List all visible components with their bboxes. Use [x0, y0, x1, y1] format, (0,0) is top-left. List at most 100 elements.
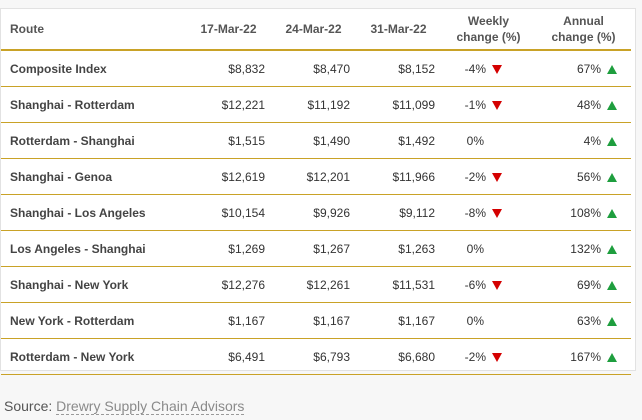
- date-2-value: $1,490: [313, 133, 350, 148]
- date-2-cell: $11,192: [271, 86, 356, 123]
- date-3-value: $11,966: [392, 169, 436, 184]
- route-value: Composite Index: [10, 61, 107, 76]
- down-triangle-icon: [492, 208, 502, 218]
- date-2-cell: $6,793: [271, 338, 356, 375]
- weekly-change-value: 0%: [466, 133, 484, 148]
- date-1-value: $10,154: [221, 205, 265, 220]
- header-annual-line2: change (%): [551, 30, 616, 44]
- route-cell: Rotterdam - New York: [1, 338, 186, 375]
- date-2-value: $1,167: [313, 313, 350, 328]
- weekly-change-value: -6%: [464, 277, 486, 292]
- date-3-value: $1,492: [398, 133, 435, 148]
- date-2-value: $12,261: [306, 277, 350, 292]
- date-1-cell: $1,167: [186, 302, 271, 339]
- weekly-change-cell: -2%: [441, 158, 536, 195]
- table-row: Shanghai - Genoa $12,619 $12,201 $11,966 -2%…: [1, 158, 631, 195]
- route-value: Rotterdam - Shanghai: [10, 133, 135, 148]
- down-triangle-icon: [492, 64, 502, 74]
- annual-change-value: 132%: [570, 241, 601, 256]
- up-triangle-icon: [607, 64, 617, 74]
- annual-change-value: 48%: [576, 97, 601, 112]
- date-1-value: $6,491: [228, 349, 265, 364]
- date-2-value: $12,201: [306, 169, 350, 184]
- date-2-cell: $9,926: [271, 194, 356, 231]
- weekly-change-cell: 0%: [441, 302, 536, 339]
- weekly-change-value: -2%: [464, 169, 486, 184]
- date-3-value: $9,112: [399, 205, 435, 220]
- date-1-cell: $1,515: [186, 122, 271, 159]
- up-triangle-icon: [607, 352, 617, 362]
- route-cell: Shanghai - Los Angeles: [1, 194, 186, 231]
- weekly-change-cell: -8%: [441, 194, 536, 231]
- date-1-cell: $12,619: [186, 158, 271, 195]
- date-2-value: $9,926: [313, 205, 350, 220]
- annual-change-value: 56%: [576, 169, 601, 184]
- weekly-change-value: -2%: [464, 349, 486, 364]
- weekly-change-cell: 0%: [441, 230, 536, 267]
- table-body: Composite Index $8,832 $8,470 $8,152 -4% 67% S…: [1, 50, 631, 375]
- route-value: Shanghai - Genoa: [10, 169, 113, 184]
- down-triangle-icon: [492, 352, 502, 362]
- date-1-value: $12,276: [221, 277, 265, 292]
- table-row: Shanghai - New York $12,276 $12,261 $11,531…: [1, 266, 631, 303]
- annual-change-cell: 67%: [536, 50, 631, 87]
- header-weekly-line1: Weekly: [467, 14, 510, 28]
- rates-table-card: Route 17-Mar-22 24-Mar-22 31-Mar-22 Week…: [0, 8, 636, 375]
- header-weekly-line2: change (%): [456, 30, 521, 44]
- up-triangle-icon: [607, 244, 617, 254]
- date-1-cell: $12,276: [186, 266, 271, 303]
- date-1-cell: $8,832: [186, 50, 271, 87]
- header-date-3: 31-Mar-22: [370, 22, 427, 36]
- date-1-value: $1,515: [228, 133, 265, 148]
- weekly-change-value: 0%: [466, 313, 484, 328]
- annual-change-value: 67%: [576, 61, 601, 76]
- date-2-cell: $12,201: [271, 158, 356, 195]
- date-3-cell: $1,263: [356, 230, 441, 267]
- date-3-cell: $9,112: [356, 194, 441, 231]
- route-value: Rotterdam - New York: [10, 349, 135, 364]
- route-value: Shanghai - New York: [10, 277, 129, 292]
- date-2-value: $1,267: [313, 241, 350, 256]
- route-value: Shanghai - Los Angeles: [10, 205, 146, 220]
- route-cell: New York - Rotterdam: [1, 302, 186, 339]
- date-2-cell: $1,267: [271, 230, 356, 267]
- route-cell: Los Angeles - Shanghai: [1, 230, 186, 267]
- annual-change-cell: 63%: [536, 302, 631, 339]
- table-row: Shanghai - Rotterdam $12,221 $11,192 $11,09…: [1, 86, 631, 123]
- date-2-value: $6,793: [313, 349, 350, 364]
- annual-change-cell: 167%: [536, 338, 631, 375]
- date-3-value: $6,680: [398, 349, 435, 364]
- table-row: Rotterdam - New York $6,491 $6,793 $6,680 -2…: [1, 338, 631, 375]
- route-value: Shanghai - Rotterdam: [10, 97, 135, 112]
- source-prefix: Source:: [4, 398, 53, 414]
- up-triangle-icon: [607, 100, 617, 110]
- source-link[interactable]: Drewry Supply Chain Advisors: [56, 398, 245, 415]
- route-cell: Composite Index: [1, 50, 186, 87]
- date-2-value: $11,192: [307, 97, 351, 112]
- date-2-cell: $1,167: [271, 302, 356, 339]
- table-row: Shanghai - Los Angeles $10,154 $9,926 $9,11…: [1, 194, 631, 231]
- weekly-change-cell: -4%: [441, 50, 536, 87]
- annual-change-cell: 48%: [536, 86, 631, 123]
- header-date-1: 17-Mar-22: [200, 22, 257, 36]
- date-3-cell: $11,099: [356, 86, 441, 123]
- date-3-value: $1,263: [398, 241, 435, 256]
- freight-rates-table: Route 17-Mar-22 24-Mar-22 31-Mar-22 Week…: [1, 9, 631, 375]
- date-1-value: $12,619: [221, 169, 265, 184]
- date-1-cell: $1,269: [186, 230, 271, 267]
- annual-change-value: 63%: [576, 313, 601, 328]
- annual-change-value: 108%: [570, 205, 601, 220]
- header-route: Route: [10, 22, 44, 36]
- down-triangle-icon: [492, 172, 502, 182]
- weekly-change-cell: -6%: [441, 266, 536, 303]
- table-row: Composite Index $8,832 $8,470 $8,152 -4% 67%: [1, 50, 631, 87]
- header-date-2: 24-Mar-22: [285, 22, 342, 36]
- date-3-cell: $11,531: [356, 266, 441, 303]
- annual-change-cell: 132%: [536, 230, 631, 267]
- route-cell: Shanghai - New York: [1, 266, 186, 303]
- date-1-value: $1,167: [228, 313, 265, 328]
- header-annual-line1: Annual: [563, 14, 604, 28]
- weekly-change-value: 0%: [466, 241, 484, 256]
- annual-change-cell: 108%: [536, 194, 631, 231]
- date-3-value: $1,167: [398, 313, 435, 328]
